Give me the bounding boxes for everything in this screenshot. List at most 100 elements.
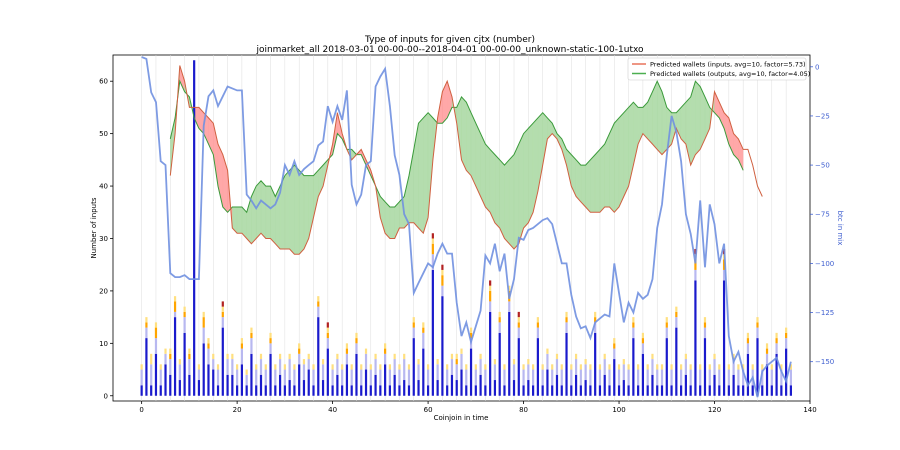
bar-orange	[756, 322, 759, 328]
fill-segment	[599, 143, 605, 213]
bar-orange	[431, 243, 434, 255]
bar-light	[584, 364, 587, 381]
bar-yellow	[326, 327, 329, 333]
bar-main	[236, 385, 239, 396]
bar-light	[212, 359, 215, 370]
bar-yellow	[159, 364, 162, 370]
bar-main	[489, 311, 492, 396]
bar-yellow	[255, 364, 258, 370]
bar-light	[699, 369, 702, 386]
fill-segment	[657, 81, 663, 155]
bar-main	[761, 385, 764, 396]
bar-light	[761, 369, 764, 386]
bar-main	[278, 374, 282, 396]
bar-light	[202, 327, 205, 344]
bar-light	[789, 369, 793, 386]
bar-light	[307, 359, 310, 370]
bar-yellow	[574, 353, 578, 360]
bar-yellow	[369, 364, 372, 370]
bar-main	[417, 380, 420, 396]
bar-main	[341, 385, 344, 396]
bar-orange	[345, 348, 349, 354]
bar-red	[221, 301, 224, 307]
bar-main	[722, 280, 726, 396]
bar-light	[302, 364, 306, 381]
bar-light	[656, 369, 659, 386]
bar-main	[632, 338, 635, 396]
bar-main	[536, 338, 539, 396]
bar-yellow	[202, 311, 205, 318]
bar-main	[694, 280, 697, 396]
bar-light	[379, 369, 382, 386]
bar-light	[646, 369, 649, 386]
bar-light	[393, 359, 396, 375]
bar-light	[603, 359, 606, 375]
bar-yellow	[164, 348, 167, 354]
fill-segment	[466, 102, 472, 176]
bar-yellow	[789, 364, 793, 370]
bar-light	[632, 327, 635, 339]
fill-segment	[256, 180, 262, 239]
right-tick-label: −75	[815, 211, 830, 219]
bar-light	[331, 369, 334, 386]
fill-segment	[289, 164, 295, 255]
bar-orange	[722, 259, 726, 270]
bar-light	[188, 359, 191, 375]
bar-yellow	[183, 306, 186, 312]
bar-light	[355, 343, 358, 354]
bar-main	[608, 385, 611, 396]
fill-segment	[475, 123, 481, 197]
bar-main	[250, 353, 253, 396]
bar-light	[570, 369, 573, 386]
bar-yellow	[269, 332, 272, 339]
fill-segment	[461, 96, 467, 171]
bar-main	[780, 385, 783, 396]
bar-orange	[188, 353, 191, 360]
series-lines	[141, 56, 792, 398]
bar-main	[551, 385, 554, 396]
bar-orange	[665, 322, 668, 328]
x-tick-label: 80	[519, 406, 528, 414]
bar-light	[245, 374, 248, 386]
x-tick-label: 60	[424, 406, 433, 414]
x-axis-ticks: 0 20 40 60 80 100 120 140	[139, 401, 817, 414]
bar-light	[780, 369, 783, 386]
bar-yellow	[517, 317, 520, 323]
x-tick-label: 140	[803, 406, 816, 414]
bar-yellow	[546, 348, 549, 354]
bar-main	[312, 385, 315, 396]
y-tick-label: 0	[104, 392, 108, 400]
bar-light	[479, 359, 482, 375]
bar-main	[746, 353, 750, 396]
bar-main	[675, 327, 678, 396]
bar-yellow	[312, 364, 315, 370]
bar-yellow	[469, 327, 473, 333]
bar-yellow	[770, 364, 773, 370]
bar-orange	[145, 322, 148, 328]
bar-main	[178, 380, 181, 396]
bar-main	[207, 364, 210, 396]
bar-main	[307, 369, 310, 396]
bar-main	[364, 369, 368, 396]
outputs-line	[169, 79, 744, 214]
bar-yellow	[407, 364, 411, 370]
bar-main	[713, 374, 716, 396]
bar-light	[608, 369, 611, 386]
bar-yellow	[617, 364, 621, 370]
bar-main	[493, 380, 497, 396]
bar-light	[169, 359, 172, 375]
predicted-fill-area	[170, 65, 763, 255]
chart-title-line1: Type of inputs for given cjtx (number)	[364, 35, 535, 45]
bar-yellow	[498, 311, 501, 318]
bar-main	[565, 332, 568, 396]
right-tick-label: −50	[815, 162, 830, 170]
legend: Predicted wallets (inputs, avg=10, facto…	[627, 57, 810, 81]
bar-yellow	[756, 317, 759, 323]
bar-yellow	[699, 364, 702, 370]
bar-yellow	[231, 353, 234, 360]
bar-yellow	[145, 317, 148, 323]
bar-main	[656, 385, 659, 396]
bar-main	[407, 385, 411, 396]
bar-main	[469, 348, 473, 396]
